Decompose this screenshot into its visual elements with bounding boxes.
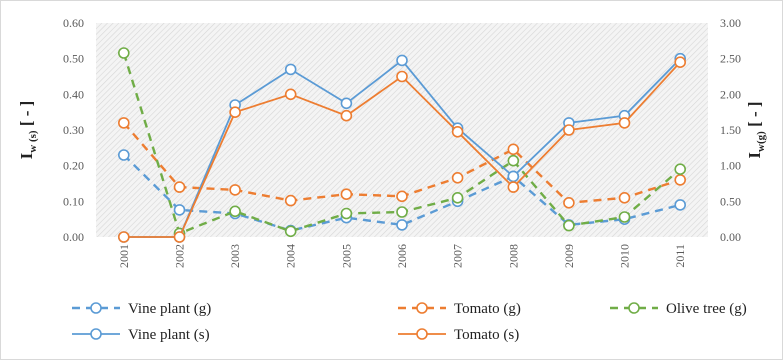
data-point [618,192,631,204]
left-tick-label: 0.60 [63,16,84,30]
left-tick-label: 0.10 [63,194,84,208]
legend-marker [416,302,428,314]
legend-marker [90,302,102,314]
right-tick-label: 3.00 [720,16,741,30]
data-point [340,188,353,200]
data-point [173,204,186,216]
data-point [674,174,687,186]
data-point [396,54,408,67]
data-point [340,207,353,220]
legend-label: Vine plant (g) [128,301,211,317]
right-axis-title: Iw(g) [ - ] [745,101,767,158]
legend-marker [416,328,428,340]
x-axis-ticks: 2001 2002 2003 2004 2005 2006 2007 2008 2009 2010… [117,244,687,268]
data-point [118,149,130,161]
data-point [563,197,575,209]
left-tick-label: 0.00 [63,230,84,244]
data-point [563,219,575,232]
data-point [396,206,408,218]
data-point [229,106,241,118]
x-tick-label: 2010 [618,244,632,268]
data-point [618,211,631,223]
data-point [118,47,130,59]
data-point [507,154,520,167]
legend-label: Vine plant (s) [128,327,210,343]
legend: Vine plant (g) Tomato (g) Olive tree (g) Vi… [72,301,747,343]
data-point [396,219,408,231]
left-tick-label: 0.40 [63,87,84,101]
right-axis-ticks: 0.00 0.50 1.00 1.50 2.00 2.50 3.00 [720,16,741,244]
data-point [396,70,408,83]
left-axis-title: Iw (s) [ - ] [17,101,39,160]
data-point [118,231,130,243]
x-tick-label: 2001 [117,244,131,268]
data-point [396,190,408,203]
left-tick-label: 0.30 [63,123,84,137]
x-tick-label: 2008 [506,244,520,268]
x-tick-label: 2006 [395,244,409,268]
right-tick-label: 1.50 [720,123,741,137]
data-point [507,143,520,156]
data-point [229,184,241,196]
data-point [340,109,353,122]
legend-marker [90,328,102,340]
data-point [284,63,297,76]
right-tick-label: 2.00 [720,87,741,101]
x-tick-label: 2003 [228,244,242,268]
x-tick-label: 2004 [284,244,298,268]
data-point [507,181,520,193]
series-layer [118,47,687,243]
left-axis-ticks: 0.00 0.10 0.20 0.30 0.40 0.50 0.60 [63,16,84,244]
data-point [118,117,130,129]
legend-marker [628,302,640,314]
data-point [674,56,687,69]
data-point [284,225,297,238]
data-point [674,163,687,175]
data-point [340,97,353,110]
x-tick-label: 2005 [339,244,353,268]
x-tick-label: 2009 [562,244,576,268]
data-point [229,205,241,218]
x-tick-label: 2011 [673,244,687,268]
data-point [284,194,297,207]
x-tick-label: 2007 [451,244,465,268]
legend-label: Tomato (g) [454,301,521,317]
right-tick-label: 1.00 [720,159,741,173]
legend-label: Tomato (s) [454,327,519,343]
right-tick-label: 2.50 [720,52,741,66]
data-point [451,192,464,204]
data-point [451,172,464,184]
data-point [507,170,520,183]
x-tick-label: 2002 [172,244,186,268]
left-tick-label: 0.20 [63,159,84,173]
data-point [173,181,186,193]
data-point [173,231,186,243]
left-tick-label: 0.50 [63,52,84,66]
data-point [618,117,631,129]
data-point [284,88,297,101]
data-point [674,199,687,211]
legend-label: Olive tree (g) [666,301,747,317]
right-tick-label: 0.50 [720,194,741,208]
right-tick-label: 0.00 [720,230,741,244]
data-point [563,124,575,136]
data-point [451,126,464,138]
